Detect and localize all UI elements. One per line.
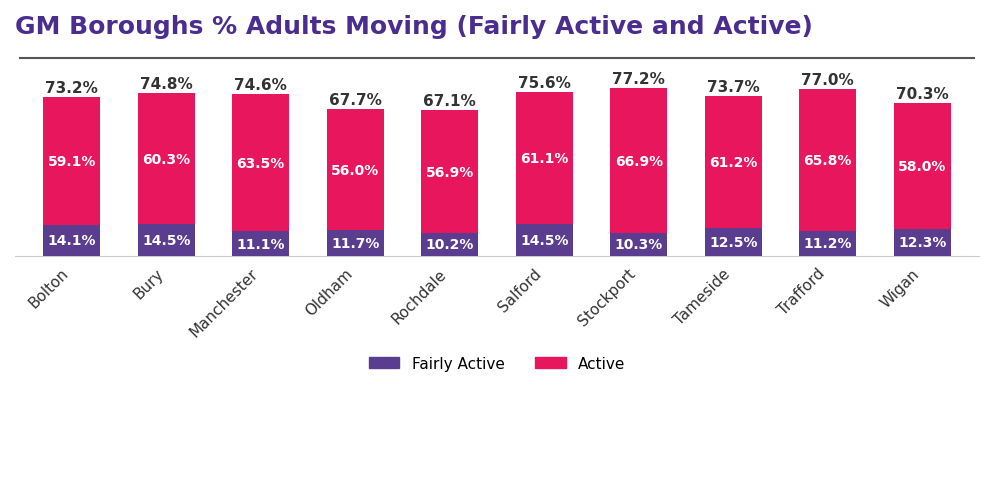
Text: 11.7%: 11.7% (331, 236, 380, 250)
Bar (705, 97, 761, 229)
Text: 56.0%: 56.0% (331, 163, 380, 177)
Text: 67.1%: 67.1% (423, 94, 476, 109)
Bar (799, 89, 856, 232)
Bar (516, 93, 573, 224)
Bar (610, 89, 667, 234)
Text: GM Boroughs % Adults Moving (Fairly Active and Active): GM Boroughs % Adults Moving (Fairly Acti… (15, 15, 813, 39)
Bar (421, 234, 478, 256)
Text: 56.9%: 56.9% (425, 165, 474, 180)
Text: 63.5%: 63.5% (237, 156, 285, 170)
Bar (233, 95, 289, 232)
Text: 12.5%: 12.5% (709, 236, 757, 249)
Text: 61.1%: 61.1% (520, 152, 569, 165)
Text: 74.8%: 74.8% (140, 77, 193, 92)
Text: 77.2%: 77.2% (612, 72, 665, 87)
Text: 10.2%: 10.2% (425, 238, 474, 252)
Text: 12.3%: 12.3% (899, 236, 946, 250)
Text: 14.5%: 14.5% (520, 233, 569, 247)
Text: 60.3%: 60.3% (142, 152, 190, 166)
Bar (705, 229, 761, 256)
Text: 11.1%: 11.1% (237, 237, 285, 251)
Text: 75.6%: 75.6% (518, 75, 571, 90)
Text: 74.6%: 74.6% (235, 78, 287, 93)
Text: 67.7%: 67.7% (329, 92, 382, 107)
Text: 14.1%: 14.1% (48, 234, 96, 248)
Bar (610, 234, 667, 256)
Text: 66.9%: 66.9% (614, 154, 663, 168)
Text: 73.7%: 73.7% (707, 80, 759, 95)
Bar (894, 104, 950, 229)
Text: 77.0%: 77.0% (801, 72, 854, 87)
Text: 73.2%: 73.2% (46, 81, 98, 96)
Bar (799, 232, 856, 256)
Bar (233, 232, 289, 256)
Bar (138, 94, 195, 224)
Legend: Fairly Active, Active: Fairly Active, Active (363, 350, 631, 377)
Text: 59.1%: 59.1% (48, 155, 95, 169)
Bar (44, 98, 100, 225)
Bar (138, 224, 195, 256)
Text: 10.3%: 10.3% (614, 238, 663, 252)
Text: 61.2%: 61.2% (709, 156, 757, 170)
Bar (44, 225, 100, 256)
Text: 70.3%: 70.3% (896, 87, 948, 102)
Bar (516, 224, 573, 256)
Text: 14.5%: 14.5% (142, 233, 191, 247)
Bar (327, 110, 384, 231)
Text: 11.2%: 11.2% (803, 237, 852, 251)
Bar (327, 231, 384, 256)
Bar (421, 111, 478, 234)
Text: 58.0%: 58.0% (899, 160, 946, 174)
Text: 65.8%: 65.8% (803, 154, 852, 168)
Bar (894, 229, 950, 256)
